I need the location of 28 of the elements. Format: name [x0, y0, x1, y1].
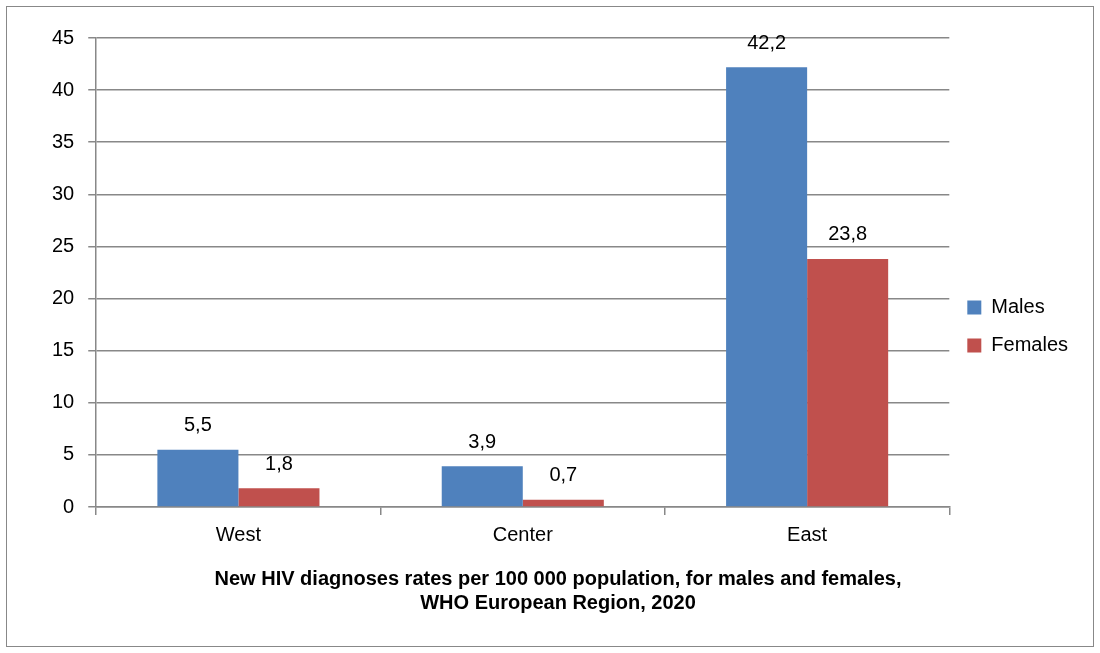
- data-label: 42,2: [747, 30, 787, 53]
- bar: [238, 488, 320, 507]
- text: New HIV diagnoses rates per 100 000 population, for males and females, WHO European Region, 2020: [214, 566, 902, 613]
- x-tick-label: East: [787, 522, 828, 545]
- bar: [522, 499, 604, 507]
- y-tick-label: 35: [52, 129, 75, 152]
- data-label: 3,9: [468, 429, 497, 452]
- bar: [807, 258, 889, 507]
- y-tick-label: 10: [52, 390, 75, 413]
- y-tick-label: 25: [52, 233, 75, 256]
- y-tick-label: 40: [52, 77, 75, 100]
- y-tick-label: 5: [63, 442, 75, 465]
- y-tick-label: 0: [63, 494, 75, 517]
- bar: [441, 466, 523, 507]
- data-label: 5,5: [184, 413, 212, 436]
- data-label: 1,8: [265, 451, 293, 474]
- bar: [157, 449, 239, 507]
- y-tick-label: 15: [52, 338, 75, 361]
- legend-label: Males: [991, 295, 1045, 318]
- y-tick-label: 45: [52, 25, 75, 48]
- data-label: 23,8: [828, 222, 868, 245]
- legend-label: Females: [991, 333, 1069, 356]
- bar: [726, 67, 808, 507]
- y-tick-label: 20: [52, 286, 75, 309]
- y-tick-label: 30: [52, 181, 75, 204]
- x-tick-label: West: [215, 522, 262, 545]
- x-tick-label: Center: [492, 522, 554, 545]
- data-label: 0,7: [549, 463, 578, 486]
